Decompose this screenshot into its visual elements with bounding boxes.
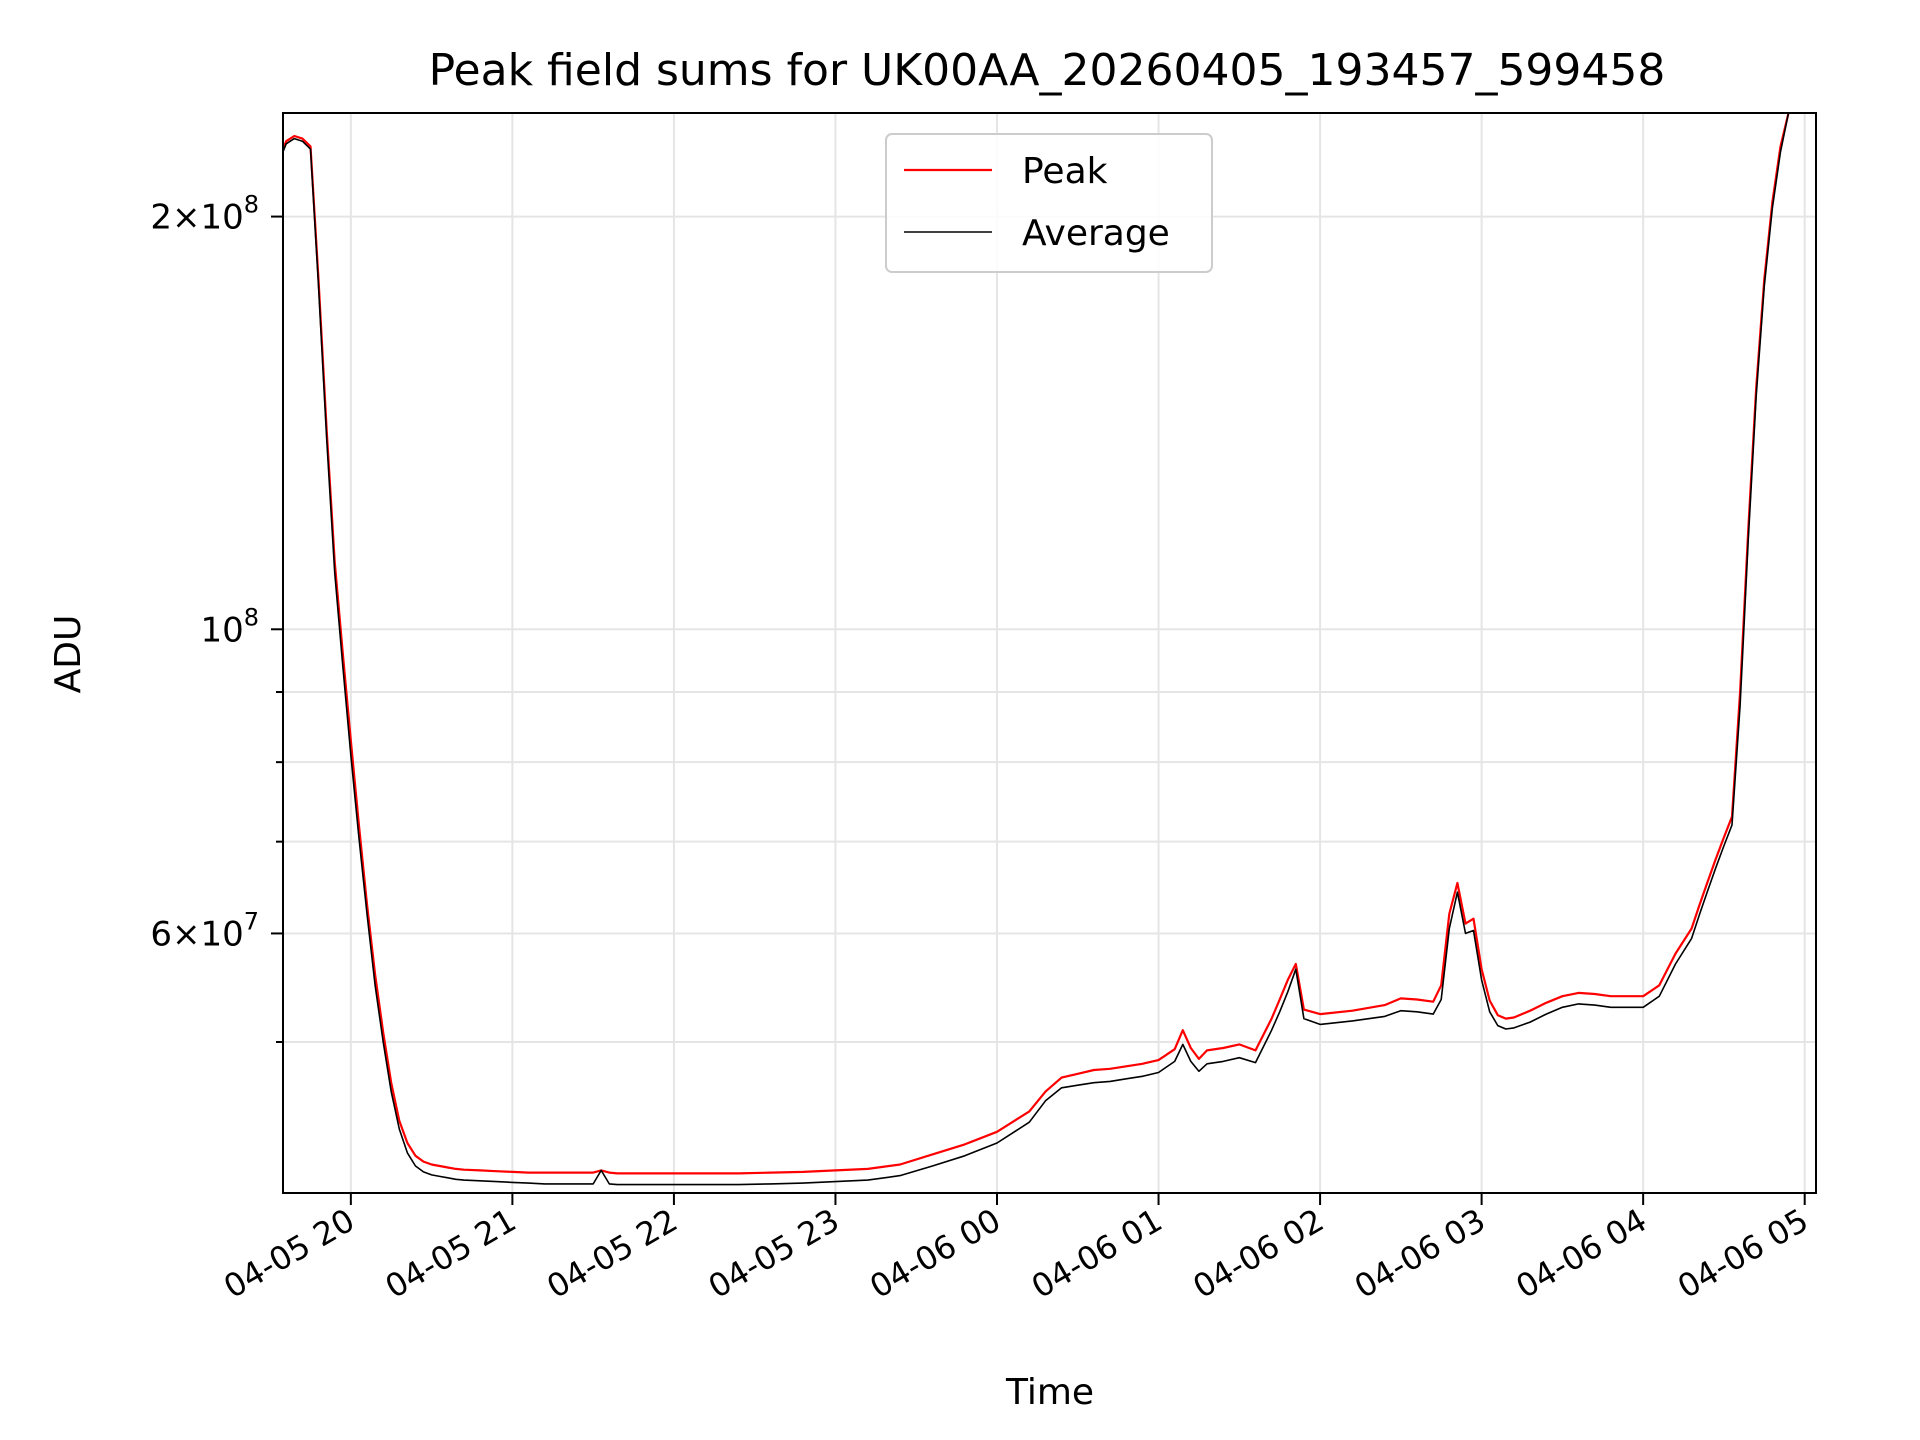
y-tick-times-sign: × xyxy=(172,198,201,238)
plot-frame xyxy=(282,112,1817,1194)
y-tick-label: 108 xyxy=(200,603,259,650)
x-axis-label: Time xyxy=(1005,1372,1094,1413)
y-tick-exponent: 7 xyxy=(244,907,259,935)
peak-line xyxy=(283,113,1790,1175)
series-layer xyxy=(283,113,1790,1186)
y-tick-label: 2×108 xyxy=(150,191,259,238)
y-tick-mantissa: 6 xyxy=(150,914,172,954)
legend-average-label: Average xyxy=(1022,213,1170,254)
y-axis-label: ADU xyxy=(48,615,89,694)
legend: Peak Average xyxy=(885,133,1213,273)
y-tick-base: 10 xyxy=(200,198,243,238)
y-tick-base: 10 xyxy=(200,914,243,954)
y-tick-label: 6×107 xyxy=(150,907,259,954)
chart-title: Peak field sums for UK00AA_20260405_1934… xyxy=(429,45,1666,96)
y-tick-mantissa: 2 xyxy=(150,198,172,238)
y-tick-exponent: 8 xyxy=(244,191,259,219)
y-tick-exponent: 8 xyxy=(244,603,259,631)
y-tick-times-sign: × xyxy=(172,914,201,954)
legend-peak-label: Peak xyxy=(1022,151,1108,192)
legend-box xyxy=(885,133,1213,273)
average-line xyxy=(283,113,1790,1186)
y-tick-base: 10 xyxy=(200,610,243,650)
